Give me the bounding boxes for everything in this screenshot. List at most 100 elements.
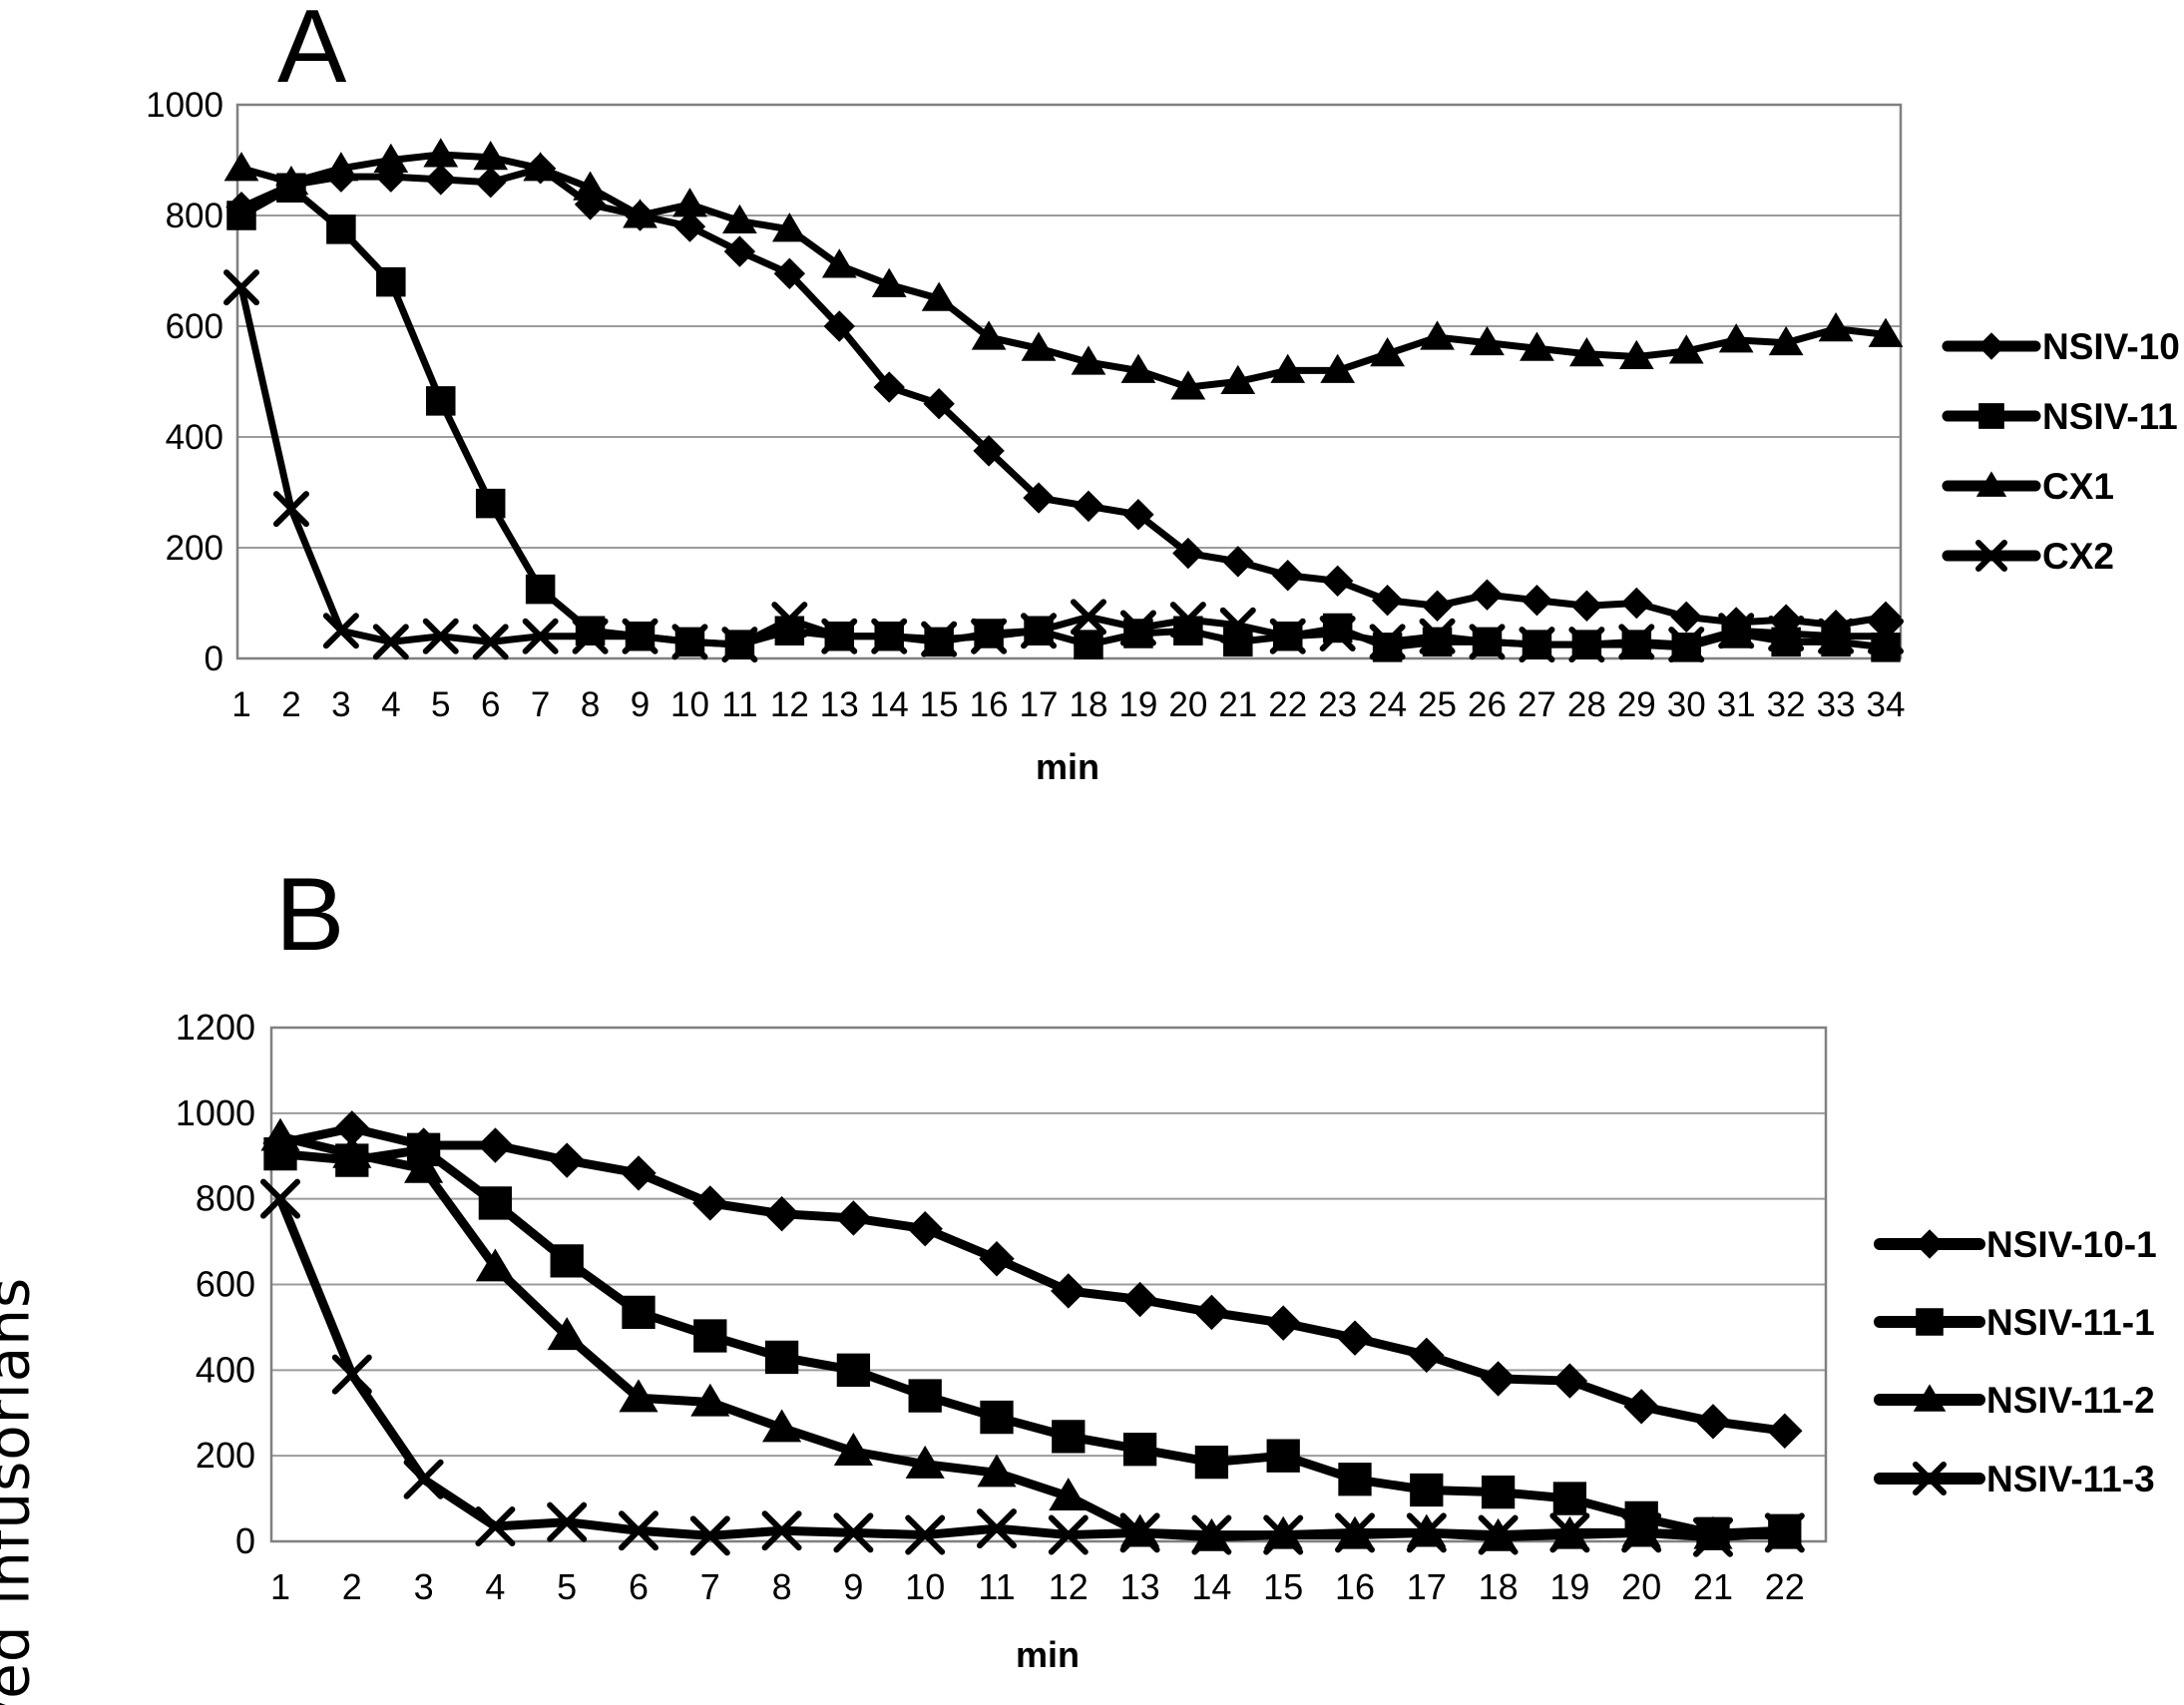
chart-A-y-tick-label: 400: [166, 418, 223, 457]
chart-A-series-CX1-marker: [323, 152, 359, 182]
chart-A-x-tick-label: 25: [1418, 685, 1457, 724]
chart-A-series-NSIV-10-marker: [973, 435, 1005, 467]
chart-A-y-tick-label: 0: [205, 639, 223, 678]
chart-B-series-NSIV-11-2-marker: [762, 1409, 802, 1443]
chart-B-x-tick-label: 13: [1120, 1566, 1160, 1607]
chart-A-x-tick-label: 1: [231, 685, 250, 724]
chart-A-legend-x-icon: [1975, 540, 2007, 572]
chart-B-y-tick-label: 1200: [176, 1007, 255, 1048]
chart-A-series-CX2-marker: [1469, 624, 1506, 660]
chart-A-series-NSIV-10-marker: [1073, 490, 1104, 523]
chart-A-legend-label-CX1: CX1: [2042, 466, 2114, 507]
chart-A-legend-square-icon: [1978, 403, 2004, 429]
chart-B-series-NSIV-11-1-marker: [1122, 1433, 1157, 1467]
chart-A-x-tick-label: 24: [1368, 685, 1407, 724]
chart-A-x-tick-label: 34: [1867, 685, 1906, 724]
chart-A-series-NSIV-10-marker: [1371, 585, 1404, 617]
chart-A-series-CX1-marker: [1470, 325, 1505, 356]
chart-A-series-NSIV-10-marker: [1122, 498, 1154, 531]
chart-A-x-tick-label: 16: [970, 685, 1009, 724]
chart-A-series-CX2-marker: [1021, 613, 1058, 649]
chart-B-series-NSIV-11-3-marker: [1478, 1514, 1519, 1555]
chart-A-series-CX2-marker: [721, 627, 758, 663]
chart-A-x-tick-label: 11: [721, 685, 757, 724]
chart-A-series-CX1-marker: [1520, 331, 1554, 361]
chart-A-x-tick-label: 15: [920, 685, 959, 724]
chart-B-series-NSIV-11-3-marker: [403, 1459, 444, 1499]
chart-A-legend-label-CX2: CX2: [2042, 536, 2114, 577]
chart-B-series-NSIV-11-3-marker: [331, 1354, 372, 1395]
chart-A-x-tick-label: 9: [631, 685, 650, 724]
chart-A-series-NSIV-10-marker: [425, 164, 457, 196]
chart-A-series-CX2-marker: [1668, 627, 1705, 663]
chart-A-series-CX2-marker: [971, 618, 1008, 654]
chart-A-series-NSIV-11-marker: [426, 386, 456, 416]
chart-A-series-NSIV-11-marker: [326, 214, 356, 244]
chart-B-x-tick-label: 22: [1765, 1566, 1805, 1607]
chart-A-series-CX2-marker: [472, 624, 509, 660]
chart-B-series-NSIV-11-3-marker: [1693, 1516, 1733, 1557]
chart-A-series-CX2-marker: [1319, 616, 1356, 652]
chart-B-x-tick-label: 16: [1335, 1566, 1375, 1607]
chart-A-series-NSIV-10-marker: [1023, 482, 1055, 514]
chart-B-series-NSIV-10-1-marker: [835, 1200, 872, 1236]
chart-A-series-CX1-marker: [1071, 345, 1106, 375]
chart-A-series-NSIV-10-marker: [1471, 579, 1504, 611]
chart-B-series-NSIV-11-3-marker: [1406, 1512, 1447, 1553]
chart-A-series-CX2-marker: [1269, 618, 1306, 654]
chart-A-series-CX1-marker: [871, 267, 907, 297]
chart-A-series-CX1-marker: [1420, 320, 1455, 350]
chart-B-series-NSIV-11-3-marker: [761, 1510, 802, 1551]
chart-A-y-tick-label: 200: [166, 529, 223, 568]
chart-A-series-CX1-marker: [1868, 317, 1904, 347]
chart-B-series-NSIV-10-1-marker: [1337, 1320, 1373, 1356]
chart-B-series-NSIV-10-1-marker: [1409, 1337, 1445, 1374]
chart-B-x-tick-label: 15: [1263, 1566, 1303, 1607]
chart-A-y-tick-label: 1000: [146, 86, 223, 125]
chart-B-legend-label-NSIV-11-3: NSIV-11-3: [1986, 1459, 2155, 1499]
chart-A-x-tick-label: 19: [1118, 685, 1157, 724]
chart-B-series-NSIV-10-1-marker: [979, 1241, 1015, 1277]
chart-A-series-NSIV-11-marker: [575, 616, 606, 645]
chart-A-series-CX1-marker: [672, 188, 707, 217]
chart-B-series-NSIV-11-3-marker: [1335, 1512, 1375, 1553]
chart-A-series-CX1-marker: [771, 213, 807, 242]
chart-B-x-tick-label: 1: [270, 1566, 290, 1607]
chart-A-series-CX2-marker: [272, 491, 309, 528]
chart-A-x-tick-label: 10: [670, 685, 709, 724]
chart-B-y-tick-label: 800: [196, 1178, 255, 1219]
chart-B-series-NSIV-11-3-marker: [1621, 1512, 1662, 1553]
chart-B-series-NSIV-11-1-marker: [908, 1379, 942, 1413]
chart-A-series-NSIV-11-marker: [226, 201, 256, 230]
chart-A-series-CX2-marker: [1718, 613, 1755, 649]
chart-B-series-NSIV-11-2-marker: [905, 1445, 945, 1479]
chart-A-series-CX1-marker: [623, 199, 657, 228]
chart-A-series-CX2-marker: [821, 618, 858, 654]
chart-A-series-CX2-marker: [422, 618, 459, 654]
chart-A-series-CX2-marker: [322, 613, 359, 649]
chart-B-series-NSIV-11-1-marker: [1410, 1473, 1444, 1507]
chart-A-series-CX1-marker: [722, 204, 757, 234]
chart-A-series-NSIV-11-line: [237, 184, 1890, 651]
chart-A-x-tick-label: 4: [381, 685, 400, 724]
chart-B-series-NSIV-11-1-marker: [1194, 1445, 1229, 1480]
chart-B-series-NSIV-11-3-line: [275, 1194, 1790, 1542]
chart-A-x-tick-label: 7: [531, 685, 550, 724]
chart-B-x-tick-label: 10: [905, 1566, 945, 1607]
chart-A-y-tick-label: 600: [166, 307, 223, 346]
chart-B-series-NSIV-11-2-marker: [260, 1117, 300, 1151]
chart-A-x-tick-label: 23: [1318, 685, 1357, 724]
chart-A-legend-label-NSIV-11: NSIV-11: [2042, 396, 2178, 437]
chart-B-series-NSIV-11-1-line: [275, 1144, 1790, 1538]
chart-A-legend-triangle-icon: [1975, 471, 2007, 497]
chart-B-series-NSIV-11-2-marker: [619, 1379, 658, 1413]
chart-A-series-NSIV-11-marker: [376, 266, 406, 297]
chart-B-series-NSIV-10-1-marker: [1265, 1305, 1301, 1341]
chart-A-series-CX1-marker: [921, 281, 957, 311]
chart-A-series-CX2-marker: [1768, 616, 1805, 652]
chart-B-x-tick-label: 14: [1191, 1566, 1231, 1607]
chart-A-x-tick-label: 28: [1567, 685, 1606, 724]
chart-B-x-tick-label: 20: [1621, 1566, 1661, 1607]
chart-A-series-CX2-marker: [771, 602, 808, 639]
chart-A-series-CX1-marker: [971, 320, 1007, 350]
